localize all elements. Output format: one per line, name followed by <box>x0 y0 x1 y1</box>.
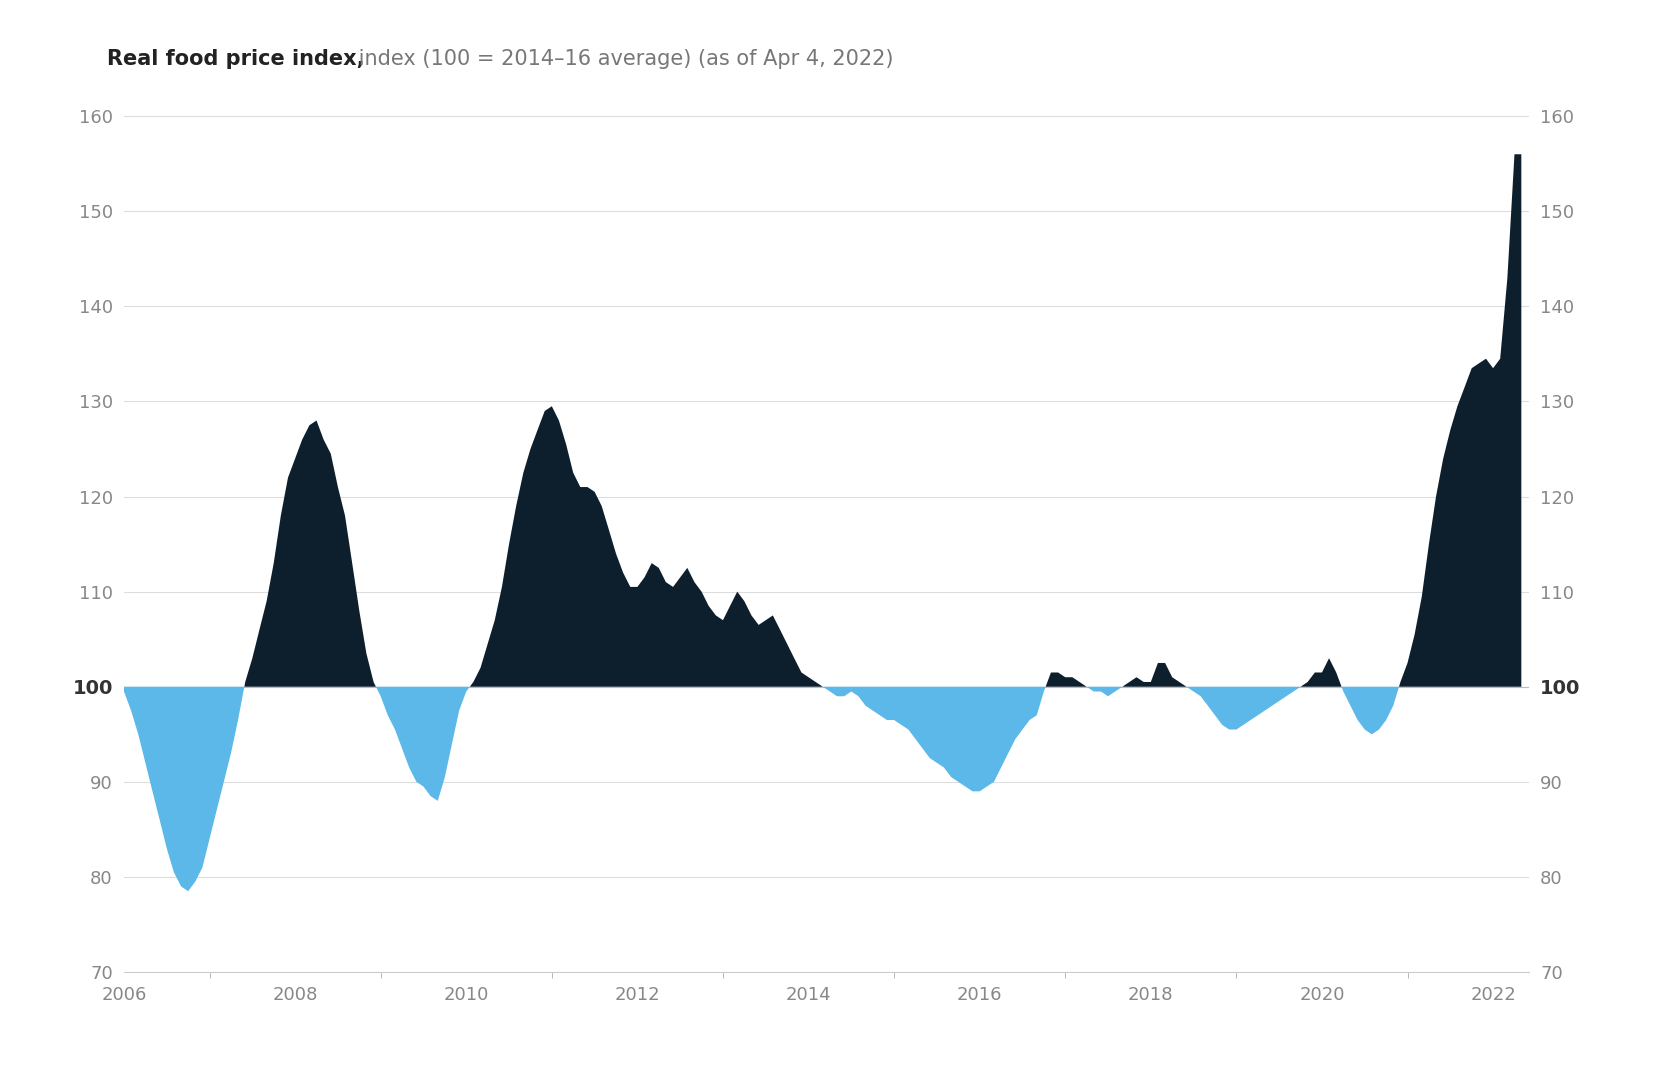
Text: index (100 = 2014–16 average) (as of Apr 4, 2022): index (100 = 2014–16 average) (as of Apr… <box>352 49 894 69</box>
Text: Real food price index,: Real food price index, <box>107 49 365 69</box>
